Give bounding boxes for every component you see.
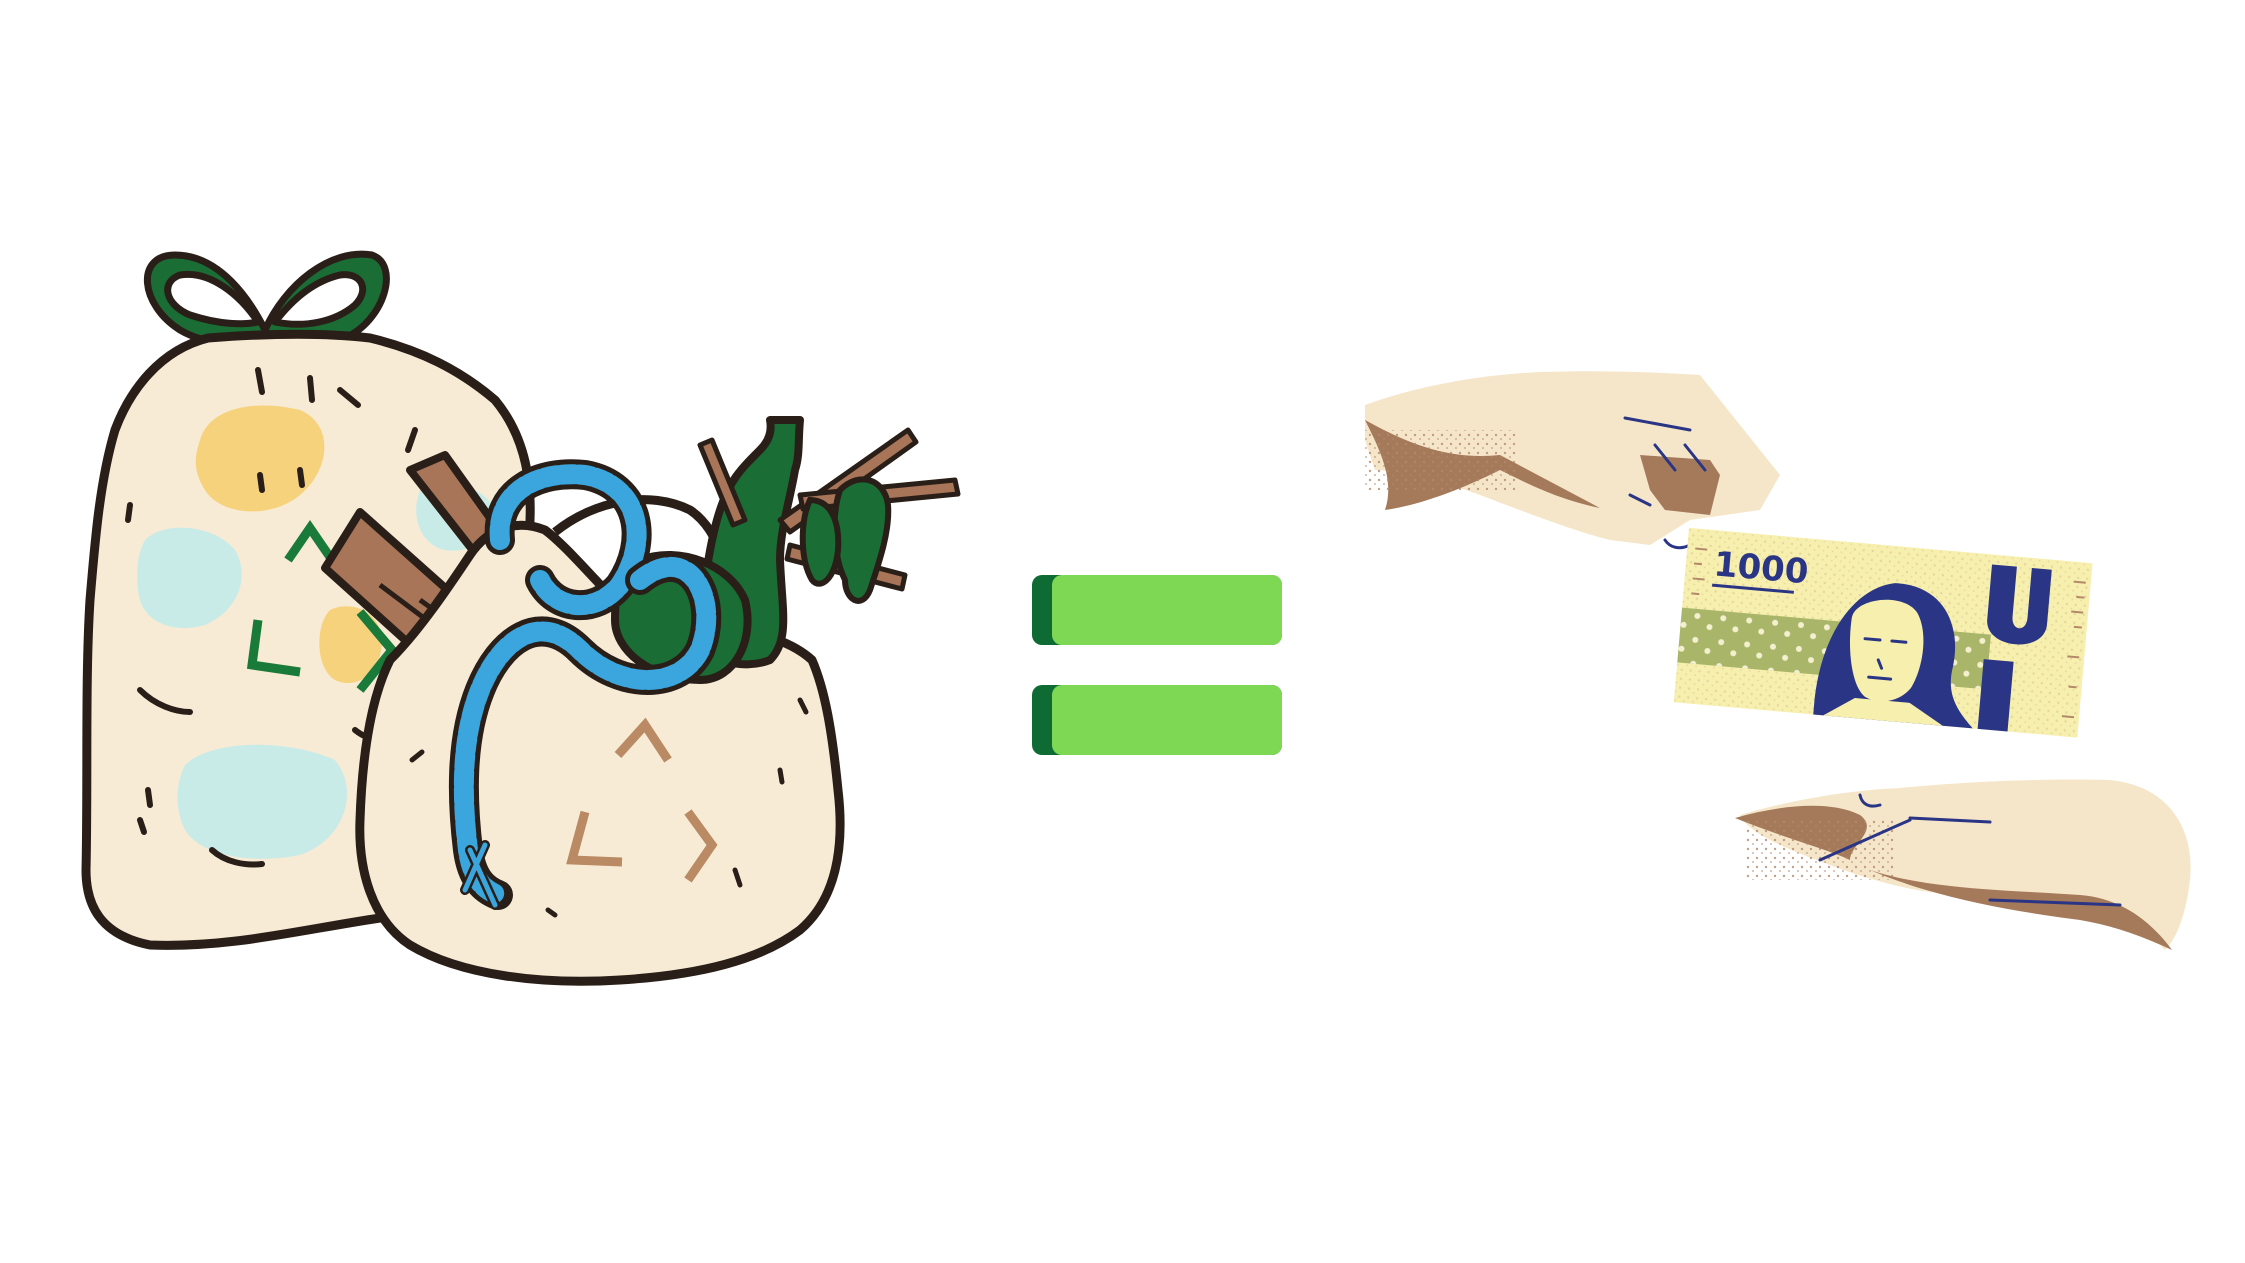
blue-rope [448,459,722,910]
giving-hand [1365,371,1780,550]
bag-knot [144,250,390,348]
banknote: 1000 [1673,527,2093,738]
equals-sign-icon [1032,575,1282,755]
cash-handover-icon: 1000 [1365,371,2191,950]
portrait [1813,583,1973,729]
receiving-hand [1735,779,2191,950]
recycling-bags-icon [81,250,961,986]
banknote-denomination: 1000 [1712,544,1810,592]
